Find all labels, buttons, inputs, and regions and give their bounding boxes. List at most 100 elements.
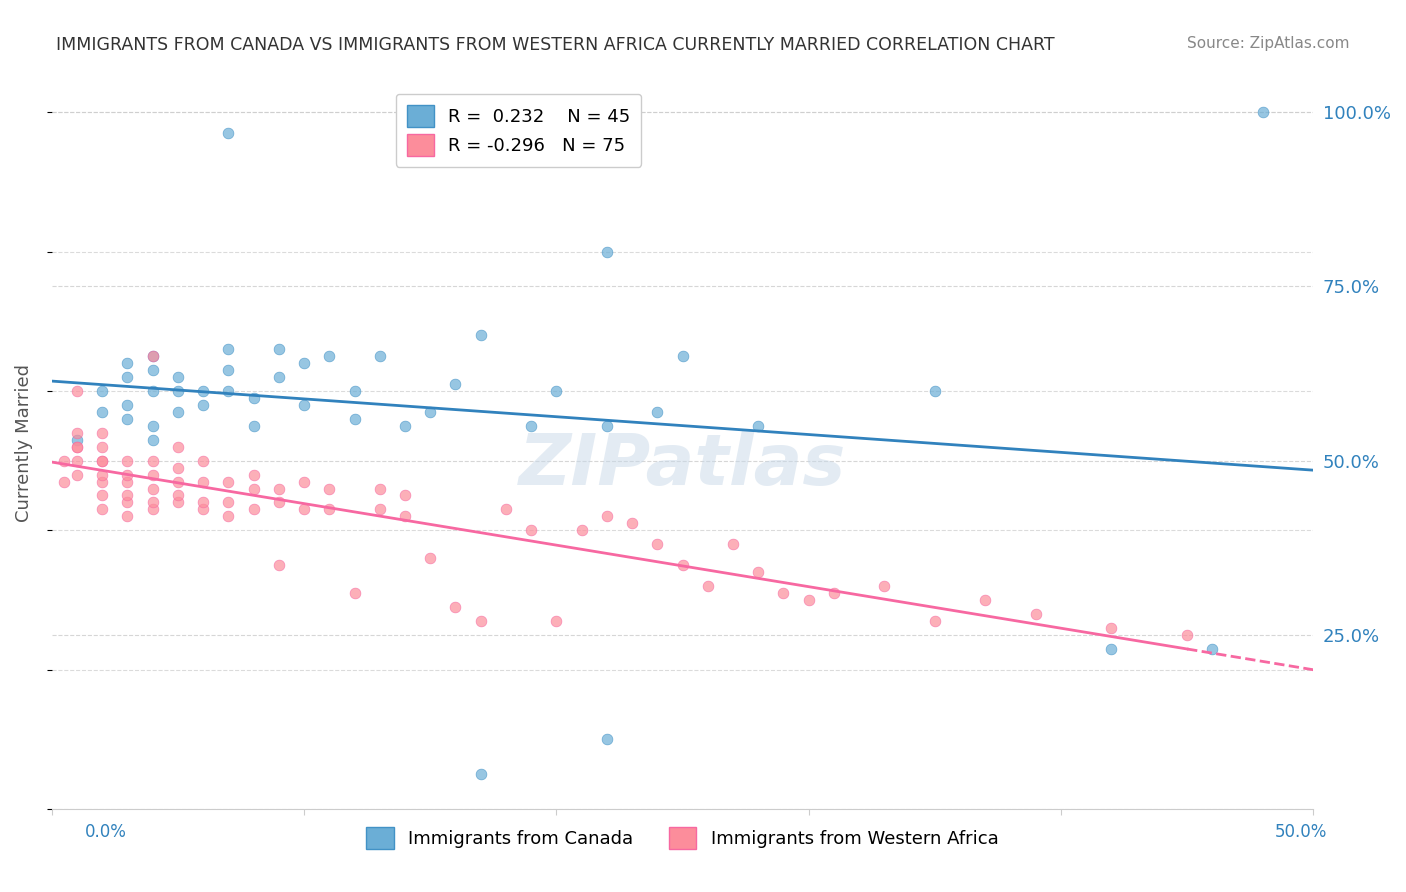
Point: [1201, 641, 1223, 656]
Point: [117, 475, 139, 489]
Point: [292, 475, 315, 489]
Point: [191, 495, 214, 509]
Text: ZIPatlas: ZIPatlas: [519, 431, 846, 500]
Point: [444, 376, 467, 391]
Text: 50.0%: 50.0%: [1274, 822, 1327, 840]
Point: [1099, 621, 1122, 635]
Point: [924, 614, 946, 628]
Point: [343, 384, 366, 398]
Point: [142, 418, 165, 433]
Point: [242, 467, 264, 482]
Point: [217, 126, 239, 140]
Point: [1099, 641, 1122, 656]
Point: [191, 502, 214, 516]
Point: [142, 495, 165, 509]
Point: [242, 482, 264, 496]
Point: [470, 767, 492, 781]
Point: [142, 363, 165, 377]
Point: [267, 482, 290, 496]
Point: [117, 370, 139, 384]
Point: [571, 524, 593, 538]
Text: Source: ZipAtlas.com: Source: ZipAtlas.com: [1187, 36, 1350, 51]
Point: [520, 524, 543, 538]
Point: [217, 384, 239, 398]
Point: [242, 418, 264, 433]
Point: [142, 502, 165, 516]
Point: [318, 349, 340, 363]
Point: [292, 502, 315, 516]
Point: [217, 509, 239, 524]
Point: [142, 349, 165, 363]
Point: [470, 328, 492, 343]
Point: [721, 537, 744, 551]
Point: [66, 433, 89, 447]
Point: [167, 370, 190, 384]
Point: [53, 453, 76, 467]
Point: [66, 440, 89, 454]
Point: [91, 475, 114, 489]
Point: [66, 425, 89, 440]
Point: [91, 425, 114, 440]
Point: [91, 453, 114, 467]
Point: [91, 467, 114, 482]
Point: [394, 418, 416, 433]
Point: [142, 384, 165, 398]
Point: [924, 384, 946, 398]
Point: [292, 398, 315, 412]
Point: [191, 384, 214, 398]
Legend: R =  0.232    N = 45, R = -0.296   N = 75: R = 0.232 N = 45, R = -0.296 N = 75: [396, 94, 641, 167]
Point: [520, 418, 543, 433]
Point: [142, 433, 165, 447]
Point: [974, 593, 997, 607]
Point: [394, 509, 416, 524]
Point: [167, 460, 190, 475]
Text: 0.0%: 0.0%: [84, 822, 127, 840]
Point: [142, 467, 165, 482]
Point: [747, 418, 769, 433]
Point: [91, 405, 114, 419]
Point: [267, 495, 290, 509]
Y-axis label: Currently Married: Currently Married: [15, 364, 32, 522]
Point: [117, 467, 139, 482]
Point: [142, 482, 165, 496]
Point: [66, 467, 89, 482]
Point: [267, 370, 290, 384]
Point: [368, 349, 391, 363]
Point: [217, 495, 239, 509]
Point: [1251, 105, 1274, 120]
Point: [242, 391, 264, 405]
Point: [117, 488, 139, 502]
Point: [596, 418, 619, 433]
Point: [546, 384, 568, 398]
Point: [645, 537, 668, 551]
Point: [671, 558, 693, 573]
Point: [267, 558, 290, 573]
Point: [318, 482, 340, 496]
Point: [621, 516, 644, 531]
Point: [117, 412, 139, 426]
Point: [444, 599, 467, 614]
Point: [117, 356, 139, 370]
Point: [470, 614, 492, 628]
Point: [747, 565, 769, 579]
Point: [242, 502, 264, 516]
Text: IMMIGRANTS FROM CANADA VS IMMIGRANTS FROM WESTERN AFRICA CURRENTLY MARRIED CORRE: IMMIGRANTS FROM CANADA VS IMMIGRANTS FRO…: [56, 36, 1054, 54]
Point: [66, 453, 89, 467]
Point: [66, 384, 89, 398]
Point: [191, 475, 214, 489]
Point: [117, 398, 139, 412]
Point: [167, 384, 190, 398]
Point: [217, 342, 239, 356]
Point: [292, 356, 315, 370]
Point: [191, 398, 214, 412]
Point: [191, 453, 214, 467]
Point: [368, 502, 391, 516]
Point: [671, 349, 693, 363]
Point: [645, 405, 668, 419]
Point: [419, 405, 441, 419]
Point: [873, 579, 896, 593]
Point: [91, 384, 114, 398]
Point: [596, 509, 619, 524]
Point: [167, 405, 190, 419]
Point: [267, 342, 290, 356]
